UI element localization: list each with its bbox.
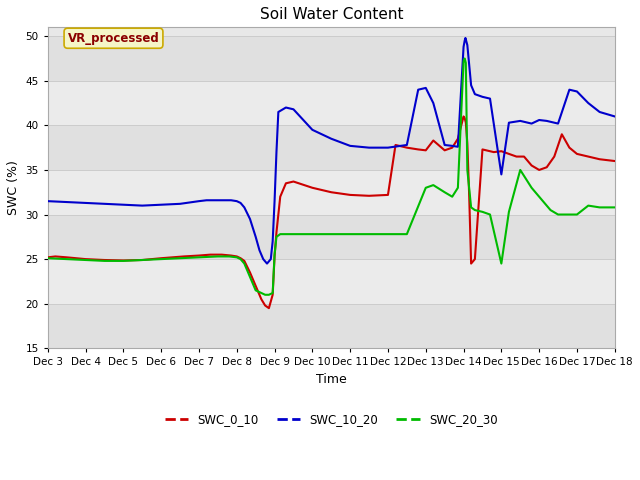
Title: Soil Water Content: Soil Water Content <box>259 7 403 22</box>
Bar <box>48 125 615 170</box>
Bar <box>48 170 615 215</box>
Legend: SWC_0_10, SWC_10_20, SWC_20_30: SWC_0_10, SWC_10_20, SWC_20_30 <box>160 409 502 431</box>
X-axis label: Time: Time <box>316 373 347 386</box>
Text: VR_processed: VR_processed <box>68 32 159 45</box>
Bar <box>48 259 615 304</box>
Bar <box>48 81 615 125</box>
Y-axis label: SWC (%): SWC (%) <box>7 160 20 215</box>
Bar <box>48 36 615 81</box>
Bar <box>48 215 615 259</box>
Bar <box>48 304 615 348</box>
